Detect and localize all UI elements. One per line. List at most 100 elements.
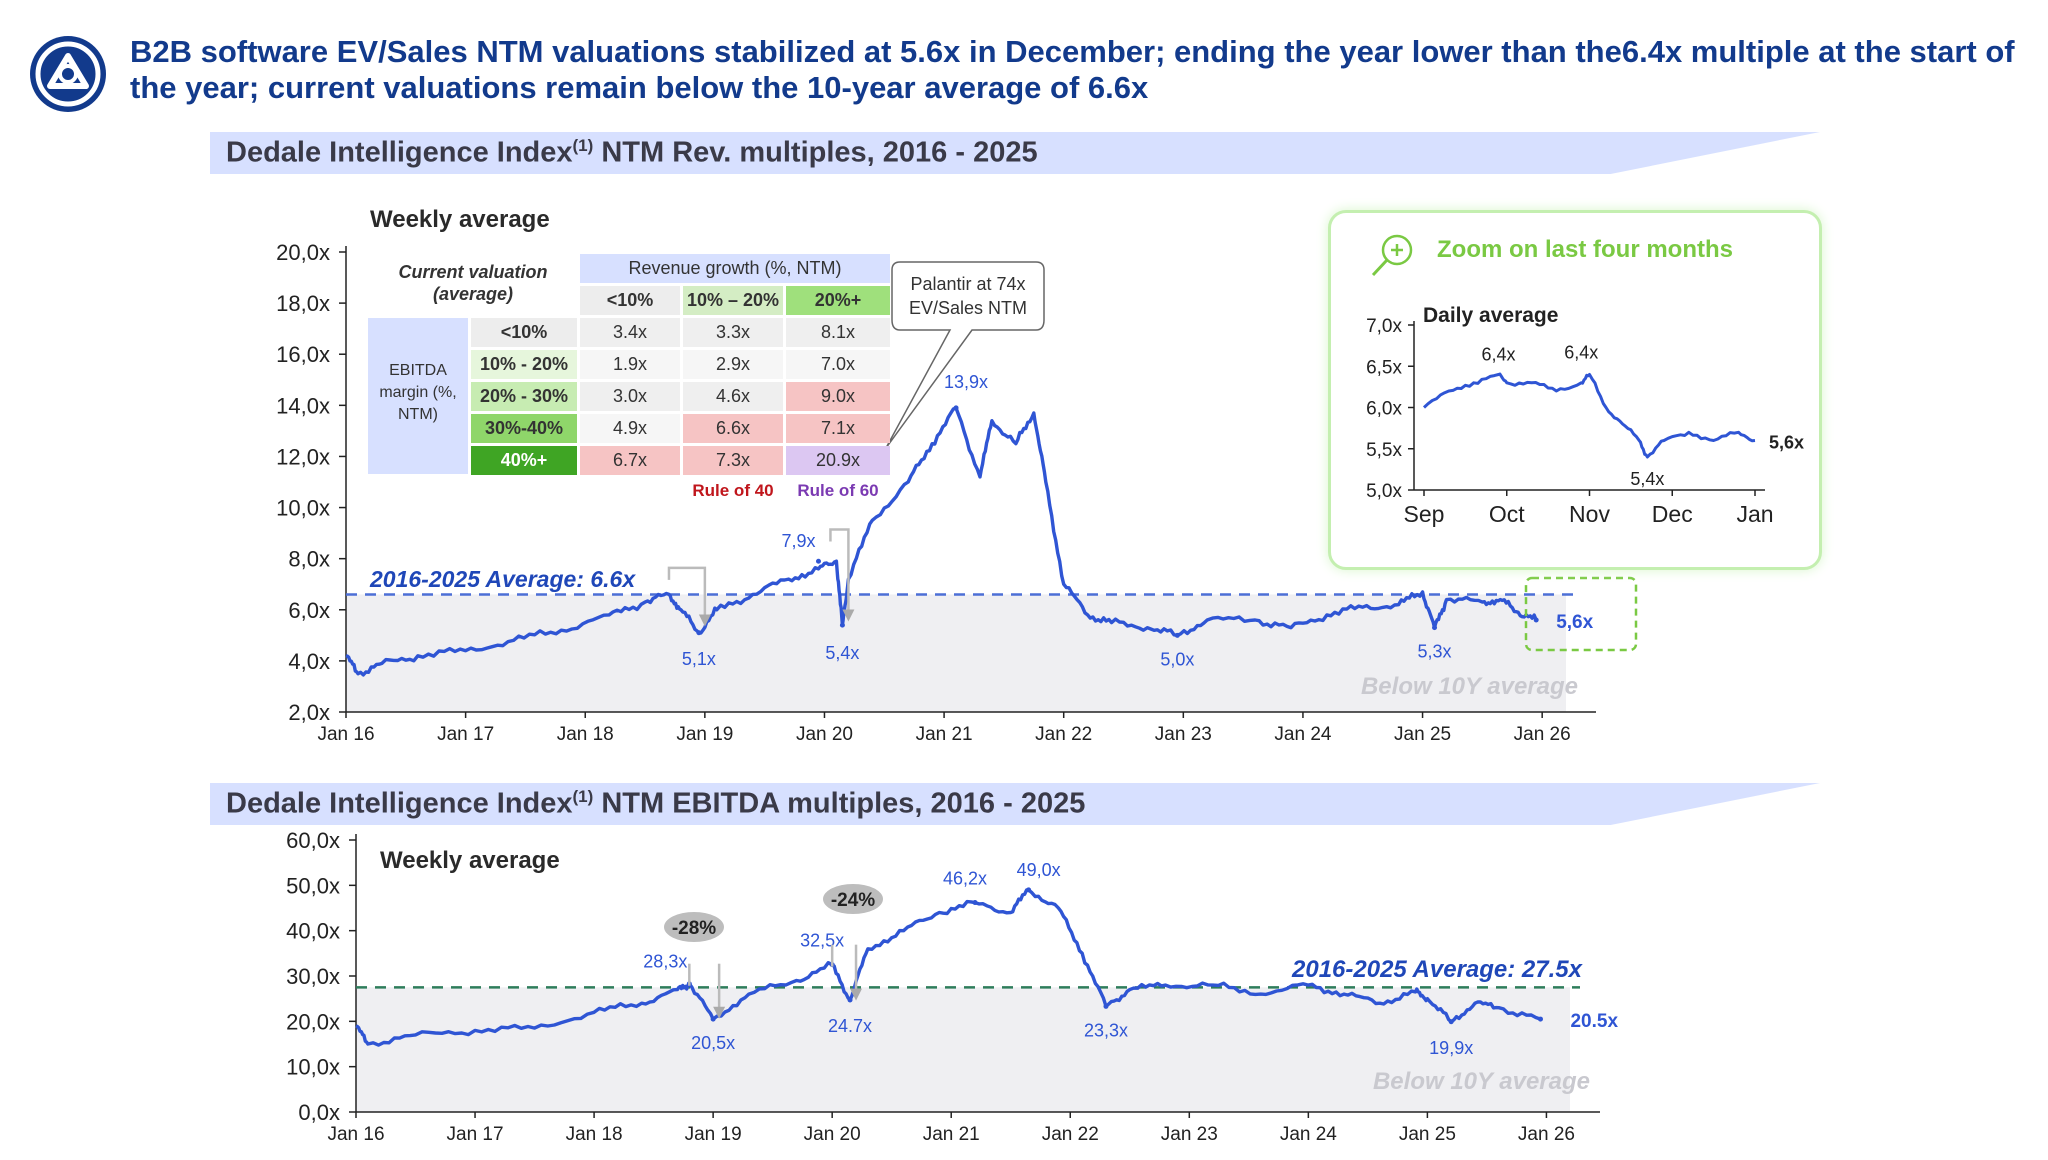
table-cell: 7.0x <box>786 350 890 379</box>
data-label: 20.5x <box>1570 1011 1618 1032</box>
table-corner-line-1: Current valuation <box>398 262 548 282</box>
data-label: 5,1x <box>682 649 716 669</box>
data-point <box>710 1016 716 1022</box>
bottom-section-band: Dedale Intelligence Index(1) NTM EBITDA … <box>210 783 1820 825</box>
y-tick-label: 16,0x <box>276 342 330 367</box>
y-tick-label: 60,0x <box>286 828 340 853</box>
data-point <box>1448 1019 1454 1025</box>
table-cell-rule40: 7.3x <box>683 446 783 475</box>
below-average-area <box>346 594 1566 712</box>
margin-label-line-2: margin (%, <box>379 384 457 401</box>
table-cell: 4.9x <box>580 414 680 443</box>
bottom-section-title-main: Dedale Intelligence Index <box>226 787 573 820</box>
drop-arrow-icon <box>698 614 711 627</box>
x-tick-label: Jan 23 <box>1161 1124 1218 1145</box>
rule-of-40-label: Rule of 40 <box>692 481 774 500</box>
bottom-average-label: 2016-2025 Average: 27.5x <box>1291 956 1584 983</box>
x-tick-label: Jan 24 <box>1274 724 1331 745</box>
x-tick-label: Jan 16 <box>327 1124 384 1145</box>
series-line <box>345 406 1538 677</box>
data-label: 5,3x <box>1418 642 1452 662</box>
data-label: 24.7x <box>828 1016 872 1036</box>
x-tick-label: Jan 17 <box>447 1124 504 1145</box>
drop-arrow-icon <box>713 1006 726 1019</box>
badge-minus-24: -24% <box>823 884 883 914</box>
growth-col-2: 10% – 20% <box>683 286 783 315</box>
top-below-label: Below 10Y average <box>1361 673 1578 700</box>
x-tick-label: Jan 17 <box>437 724 494 745</box>
series-line <box>355 888 1542 1047</box>
data-point <box>953 405 959 411</box>
data-point <box>1103 1003 1109 1009</box>
x-tick-label: Jan 18 <box>557 724 614 745</box>
top-average-label: 2016-2025 Average: 6.6x <box>369 566 636 592</box>
top-section-title-main: Dedale Intelligence Index <box>226 136 573 169</box>
margin-row-1: <10% <box>471 318 577 347</box>
drop-bracket <box>829 528 850 612</box>
zoom-title: Zoom on last four months <box>1437 236 1733 263</box>
data-label: 5,4x <box>825 643 859 663</box>
table-cell-rule40: 6.7x <box>580 446 680 475</box>
top-section-title-sup: (1) <box>572 136 594 155</box>
y-tick-label: 20,0x <box>276 240 330 265</box>
palantir-callout: Palantir at 74x EV/Sales NTM <box>885 261 1045 449</box>
y-tick-label: 40,0x <box>286 919 340 944</box>
data-point <box>1537 1016 1543 1022</box>
x-tick-label: Jan 25 <box>1399 1124 1456 1145</box>
zoom-data-label: 5,4x <box>1630 469 1664 489</box>
y-tick-label: 10,0x <box>286 1055 340 1080</box>
x-tick-label: Jan 21 <box>916 724 973 745</box>
data-point <box>839 622 845 628</box>
table-cell: 3.4x <box>580 318 680 347</box>
table-cell-rule40: 6.6x <box>683 414 783 443</box>
zoom-y-tick-label: 6,0x <box>1366 399 1402 420</box>
badge-minus-28: -28% <box>664 912 724 942</box>
zoom-x-tick-label: Nov <box>1569 501 1610 527</box>
zoom-panel <box>1328 210 1822 570</box>
y-tick-label: 6,0x <box>288 598 330 623</box>
bottom-section-title-sup: (1) <box>572 787 594 806</box>
top-chart-subtitle: Weekly average <box>370 206 550 233</box>
x-tick-label: Jan 22 <box>1042 1124 1099 1145</box>
zoom-y-tick-label: 6,5x <box>1366 357 1402 378</box>
data-label: 13,9x <box>944 372 988 392</box>
margin-row-5: 40%+ <box>471 446 577 475</box>
x-tick-label: Jan 21 <box>923 1124 980 1145</box>
data-point <box>1533 617 1539 623</box>
data-label: 19,9x <box>1429 1038 1473 1058</box>
zoom-series-line <box>1422 372 1756 459</box>
callout-line-1: Palantir at 74x <box>910 274 1025 294</box>
table-cell: 8.1x <box>786 318 890 347</box>
data-label: 46,2x <box>943 869 987 889</box>
y-tick-label: 30,0x <box>286 964 340 989</box>
y-tick-label: 0,0x <box>298 1100 340 1125</box>
zoom-y-tick-label: 5,5x <box>1366 440 1402 461</box>
zoom-x-tick-label: Sep <box>1404 501 1445 527</box>
y-tick-label: 20,0x <box>286 1009 340 1034</box>
data-label: 5,0x <box>1160 649 1194 669</box>
table-cell-rule40: 9.0x <box>786 382 890 411</box>
x-tick-label: Jan 19 <box>685 1124 742 1145</box>
company-logo <box>30 36 106 112</box>
y-tick-label: 8,0x <box>288 547 330 572</box>
table-cell: 4.6x <box>683 382 783 411</box>
x-tick-label: Jan 18 <box>566 1124 623 1145</box>
below-average-area <box>356 987 1570 1112</box>
x-tick-label: Jan 16 <box>317 724 374 745</box>
badge-minus-24-label: -24% <box>831 890 875 911</box>
drop-bracket <box>667 566 707 617</box>
data-point <box>972 900 978 906</box>
page-headline: B2B software EV/Sales NTM valuations sta… <box>130 34 2015 105</box>
zoom-y-tick-label: 5,0x <box>1366 481 1402 502</box>
zoom-x-tick-label: Dec <box>1652 501 1693 527</box>
table-corner-line-2: (average) <box>432 284 514 304</box>
data-point <box>1174 632 1180 638</box>
growth-col-1: <10% <box>580 286 680 315</box>
table-cell: 1.9x <box>580 350 680 379</box>
y-tick-label: 50,0x <box>286 873 340 898</box>
zoom-chart-plot: 5,0x 5,5x 6,0x 6,5x 7,0x Sep Oct Nov Dec Jan 6,4x 6… <box>1366 316 1804 527</box>
zoom-data-label: 6,4x <box>1481 345 1515 365</box>
bottom-below-label: Below 10Y average <box>1373 1068 1590 1095</box>
x-tick-label: Jan 19 <box>676 724 733 745</box>
